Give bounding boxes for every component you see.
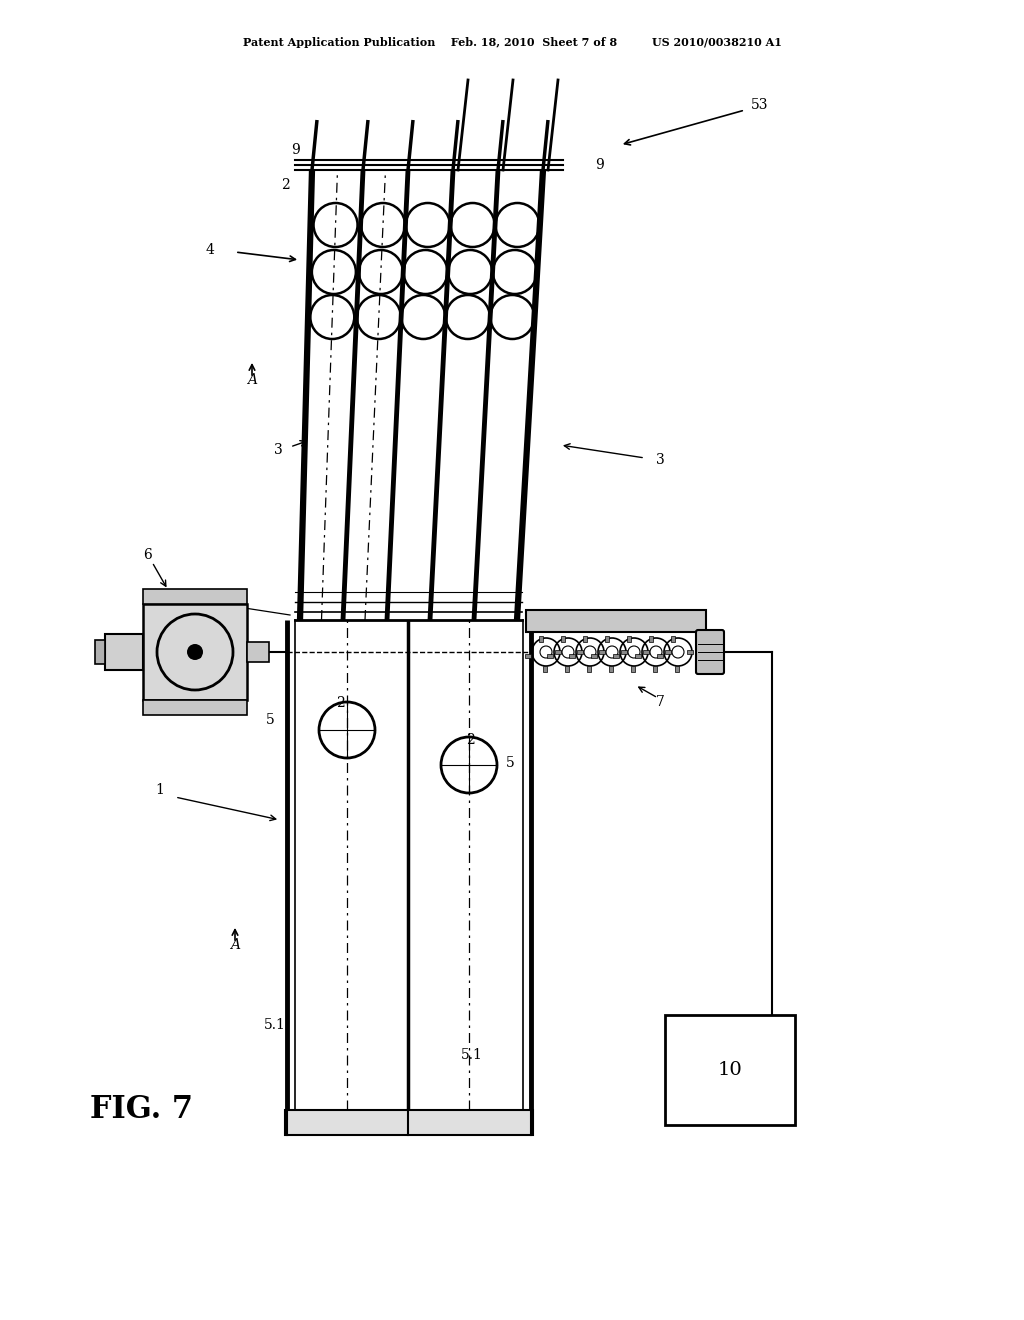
Bar [547,653,553,657]
Bar [631,667,635,672]
Text: 2: 2 [466,733,474,747]
Text: 7: 7 [655,696,665,709]
Text: 9: 9 [291,143,299,157]
Text: 5: 5 [506,756,514,770]
Text: 10: 10 [718,1061,742,1078]
Bar [143,589,247,605]
Bar [657,653,663,657]
Bar [605,636,609,642]
Circle shape [187,644,203,660]
Bar [95,640,105,664]
Bar [665,649,671,653]
Bar [649,636,653,642]
Bar [569,653,575,657]
Bar [577,649,583,653]
Bar [543,667,547,672]
Bar [687,649,693,653]
Bar [561,636,565,642]
Bar [609,667,613,672]
Bar [675,667,679,672]
Text: 5.1: 5.1 [264,1018,286,1032]
Text: 6: 6 [143,548,153,562]
Text: 49: 49 [186,598,204,612]
Text: A: A [247,374,257,387]
Text: 9: 9 [596,158,604,172]
Bar [583,636,587,642]
Text: 3: 3 [655,453,665,467]
Text: 4: 4 [206,243,214,257]
Text: 5.1: 5.1 [461,1048,483,1063]
Bar [613,653,618,657]
Bar [599,649,605,653]
Bar [525,653,531,657]
Bar [587,667,591,672]
Bar [105,634,143,671]
FancyBboxPatch shape [696,630,724,675]
Bar [591,653,597,657]
Bar [143,605,247,700]
Text: FIG. 7: FIG. 7 [90,1094,193,1126]
Text: 1: 1 [156,783,165,797]
Text: 2: 2 [281,178,290,191]
Bar [247,642,269,663]
Bar [643,649,649,653]
Text: Patent Application Publication    Feb. 18, 2010  Sheet 7 of 8         US 2010/00: Patent Application Publication Feb. 18, … [243,37,781,48]
Text: 3: 3 [273,444,283,457]
Text: A: A [230,939,240,952]
Bar [285,1110,534,1135]
Text: 53: 53 [752,98,769,112]
Bar [555,649,561,653]
Bar [653,667,657,672]
Text: 2: 2 [336,696,344,710]
Bar [665,1015,795,1125]
Bar [627,636,631,642]
Bar [539,636,543,642]
Bar [190,647,200,657]
Text: 5: 5 [265,713,274,727]
Bar [565,667,569,672]
Bar [671,636,675,642]
Bar [526,610,706,632]
Bar [621,649,627,653]
Bar [143,700,247,715]
Bar [635,653,641,657]
